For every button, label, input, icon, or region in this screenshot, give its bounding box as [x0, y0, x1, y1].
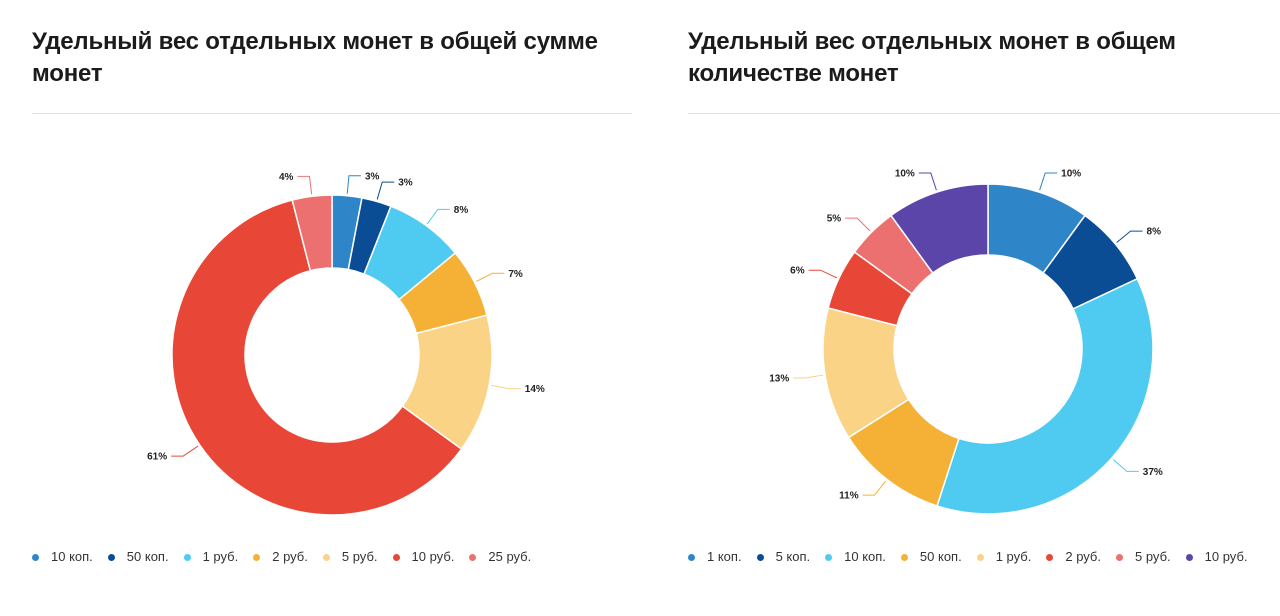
data-label: 3%: [398, 178, 413, 189]
legend-label: 10 коп.: [51, 549, 93, 564]
leader-line: [1112, 459, 1139, 472]
chart-title-count: Удельный вес отдельных монет в общем кол…: [688, 28, 1176, 87]
data-label: 14%: [525, 384, 545, 395]
leader-line: [376, 181, 395, 200]
leader-line: [491, 384, 521, 390]
data-label: 11%: [839, 491, 859, 502]
donut-chart-sum: 3% 3% 8% 7% 14% 61% 4%: [147, 171, 545, 516]
leader-line: [1039, 172, 1058, 191]
slice-10-руб[interactable]: [171, 199, 463, 516]
legend-label: 50 коп.: [919, 549, 962, 564]
legend-item-50-коп[interactable]: 50 коп.: [107, 549, 169, 565]
leader-line: [346, 175, 361, 194]
slice-25-руб[interactable]: [291, 194, 333, 272]
chart-panel-right: Удельный вес отдельных монет в общем кол…: [688, 0, 1280, 616]
legend-item-10-руб[interactable]: 10 руб.: [1185, 549, 1248, 565]
legend-swatch: [469, 553, 477, 561]
legend-swatch: [825, 553, 833, 561]
chart-panel-left: Удельный вес отдельных монет в общей сум…: [32, 0, 632, 616]
legend-item-1-руб[interactable]: 1 руб.: [976, 549, 1032, 565]
data-label: 61%: [147, 452, 167, 463]
legend-swatch: [1046, 553, 1054, 561]
leader-line: [793, 374, 824, 379]
divider: [688, 113, 1280, 114]
legend-label: 1 руб.: [995, 549, 1032, 564]
legend-label: 50 коп.: [126, 549, 169, 564]
legend-swatch: [322, 553, 330, 561]
legend-swatch: [756, 553, 764, 561]
legend-item-5-руб[interactable]: 5 руб.: [322, 549, 378, 565]
legend-swatch: [900, 553, 908, 561]
legend-sum: 10 коп. 50 коп. 1 руб. 2 руб. 5 руб. 10 руб. 2…: [32, 549, 632, 565]
data-label: 10%: [895, 169, 915, 180]
leader-line: [171, 445, 199, 457]
data-label: 6%: [790, 266, 805, 277]
leader-line: [1116, 230, 1143, 243]
chart-title-sum: Удельный вес отдельных монет в общей сум…: [32, 28, 598, 87]
leader-line: [808, 269, 838, 279]
data-label: 13%: [769, 373, 789, 384]
legend-label: 2 руб.: [1065, 549, 1101, 564]
legend-item-2-руб[interactable]: 2 руб.: [1046, 549, 1101, 565]
data-label: 8%: [454, 205, 469, 216]
legend-swatch: [253, 553, 261, 561]
legend-label: 5 руб.: [1135, 549, 1171, 564]
divider: [32, 113, 632, 114]
leader-line: [426, 208, 450, 225]
legend-label: 10 руб.: [1204, 549, 1248, 564]
data-label: 3%: [365, 171, 380, 182]
legend-swatch: [32, 553, 39, 561]
legend-swatch: [183, 553, 191, 561]
legend-label: 10 руб.: [411, 549, 455, 564]
legend-item-10-коп[interactable]: 10 коп.: [32, 549, 93, 565]
legend-item-50-коп[interactable]: 50 коп.: [900, 549, 962, 565]
legend-label: 10 коп.: [844, 549, 886, 564]
data-label: 4%: [279, 172, 294, 183]
legend-swatch: [1185, 553, 1193, 561]
leader-line: [845, 217, 871, 232]
leader-line: [918, 172, 937, 191]
data-label: 7%: [508, 269, 523, 280]
legend-item-5-коп[interactable]: 5 коп.: [756, 549, 811, 565]
legend-swatch: [688, 553, 695, 561]
legend-item-1-коп[interactable]: 1 коп.: [688, 549, 742, 565]
data-label: 5%: [827, 214, 842, 225]
slice-10-коп[interactable]: [936, 277, 1154, 515]
leader-line: [297, 175, 313, 195]
legend-swatch: [976, 553, 984, 561]
legend-label: 1 руб.: [202, 549, 239, 564]
legend-label: 25 руб.: [488, 549, 532, 564]
leader-line: [862, 480, 887, 496]
data-label: 10%: [1061, 169, 1081, 180]
legend-swatch: [1116, 553, 1123, 561]
leader-line: [476, 272, 505, 282]
legend-item-10-руб[interactable]: 10 руб.: [392, 549, 455, 565]
legend-swatch: [107, 553, 115, 561]
legend-label: 5 коп.: [775, 549, 811, 564]
legend-item-5-руб[interactable]: 5 руб.: [1116, 549, 1171, 565]
legend-count: 1 коп. 5 коп. 10 коп. 50 коп. 1 руб. 2 руб. 5 …: [688, 549, 1280, 565]
donut-chart-count: 10% 8% 37% 11% 13% 6% 5% 10%: [769, 169, 1163, 515]
legend-label: 5 руб.: [341, 549, 378, 564]
slice-10-руб[interactable]: [889, 183, 989, 274]
data-label: 37%: [1143, 467, 1163, 478]
legend-label: 2 руб.: [272, 549, 308, 564]
legend-item-10-коп[interactable]: 10 коп.: [825, 549, 886, 565]
legend-item-2-руб[interactable]: 2 руб.: [253, 549, 308, 565]
legend-swatch: [392, 553, 400, 561]
legend-label: 1 коп.: [707, 549, 742, 564]
data-label: 8%: [1147, 227, 1162, 238]
legend-item-25-руб[interactable]: 25 руб.: [469, 549, 531, 565]
legend-item-1-руб[interactable]: 1 руб.: [183, 549, 239, 565]
